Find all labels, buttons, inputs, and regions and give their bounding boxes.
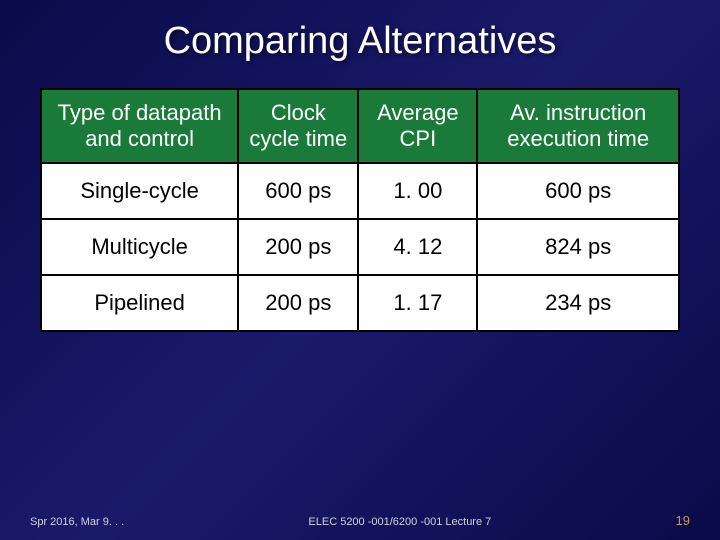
table-header-row: Type of datapath and control Clock cycle… xyxy=(41,89,679,163)
slide-footer: Spr 2016, Mar 9. . . ELEC 5200 -001/6200… xyxy=(0,513,720,528)
footer-course: ELEC 5200 -001/6200 -001 Lecture 7 xyxy=(124,516,675,528)
cell-exec-2: 234 ps xyxy=(477,275,679,331)
cell-cpi-0: 1. 00 xyxy=(358,163,477,219)
cell-exec-0: 600 ps xyxy=(477,163,679,219)
footer-date: Spr 2016, Mar 9. . . xyxy=(30,516,124,528)
col-header-exec: Av. instruction execution time xyxy=(477,89,679,163)
comparison-table-container: Type of datapath and control Clock cycle… xyxy=(0,88,720,332)
col-header-cpi: Average CPI xyxy=(358,89,477,163)
cell-clock-1: 200 ps xyxy=(238,219,358,275)
comparison-table: Type of datapath and control Clock cycle… xyxy=(40,88,680,332)
footer-page-number: 19 xyxy=(676,513,690,528)
cell-type-2: Pipelined xyxy=(41,275,238,331)
table-row: Multicycle 200 ps 4. 12 824 ps xyxy=(41,219,679,275)
col-header-clock: Clock cycle time xyxy=(238,89,358,163)
table-row: Single-cycle 600 ps 1. 00 600 ps xyxy=(41,163,679,219)
col-header-type: Type of datapath and control xyxy=(41,89,238,163)
cell-type-1: Multicycle xyxy=(41,219,238,275)
slide-title: Comparing Alternatives xyxy=(0,0,720,88)
cell-clock-0: 600 ps xyxy=(238,163,358,219)
table-row: Pipelined 200 ps 1. 17 234 ps xyxy=(41,275,679,331)
cell-clock-2: 200 ps xyxy=(238,275,358,331)
cell-cpi-1: 4. 12 xyxy=(358,219,477,275)
cell-exec-1: 824 ps xyxy=(477,219,679,275)
cell-cpi-2: 1. 17 xyxy=(358,275,477,331)
cell-type-0: Single-cycle xyxy=(41,163,238,219)
